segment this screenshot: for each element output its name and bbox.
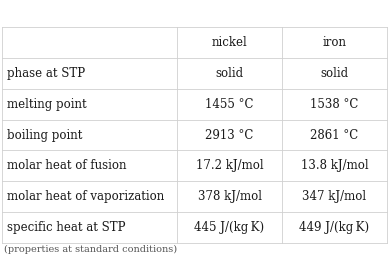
Text: 1455 °C: 1455 °C — [205, 98, 254, 111]
Text: 2861 °C: 2861 °C — [310, 129, 359, 141]
Text: 378 kJ/mol: 378 kJ/mol — [198, 190, 261, 203]
Text: 445 J/(kg K): 445 J/(kg K) — [194, 221, 265, 234]
Text: 1538 °C: 1538 °C — [310, 98, 359, 111]
Text: 347 kJ/mol: 347 kJ/mol — [302, 190, 366, 203]
Text: 2913 °C: 2913 °C — [205, 129, 254, 141]
Text: nickel: nickel — [212, 36, 247, 49]
Text: (properties at standard conditions): (properties at standard conditions) — [4, 245, 177, 254]
Text: melting point: melting point — [7, 98, 86, 111]
Text: specific heat at STP: specific heat at STP — [7, 221, 125, 234]
Text: 17.2 kJ/mol: 17.2 kJ/mol — [196, 159, 263, 172]
Text: molar heat of fusion: molar heat of fusion — [7, 159, 126, 172]
Text: phase at STP: phase at STP — [7, 67, 85, 80]
Text: molar heat of vaporization: molar heat of vaporization — [7, 190, 164, 203]
Text: iron: iron — [322, 36, 347, 49]
Text: solid: solid — [321, 67, 349, 80]
Text: 449 J/(kg K): 449 J/(kg K) — [300, 221, 370, 234]
Text: solid: solid — [216, 67, 244, 80]
Text: 13.8 kJ/mol: 13.8 kJ/mol — [301, 159, 368, 172]
Text: boiling point: boiling point — [7, 129, 82, 141]
